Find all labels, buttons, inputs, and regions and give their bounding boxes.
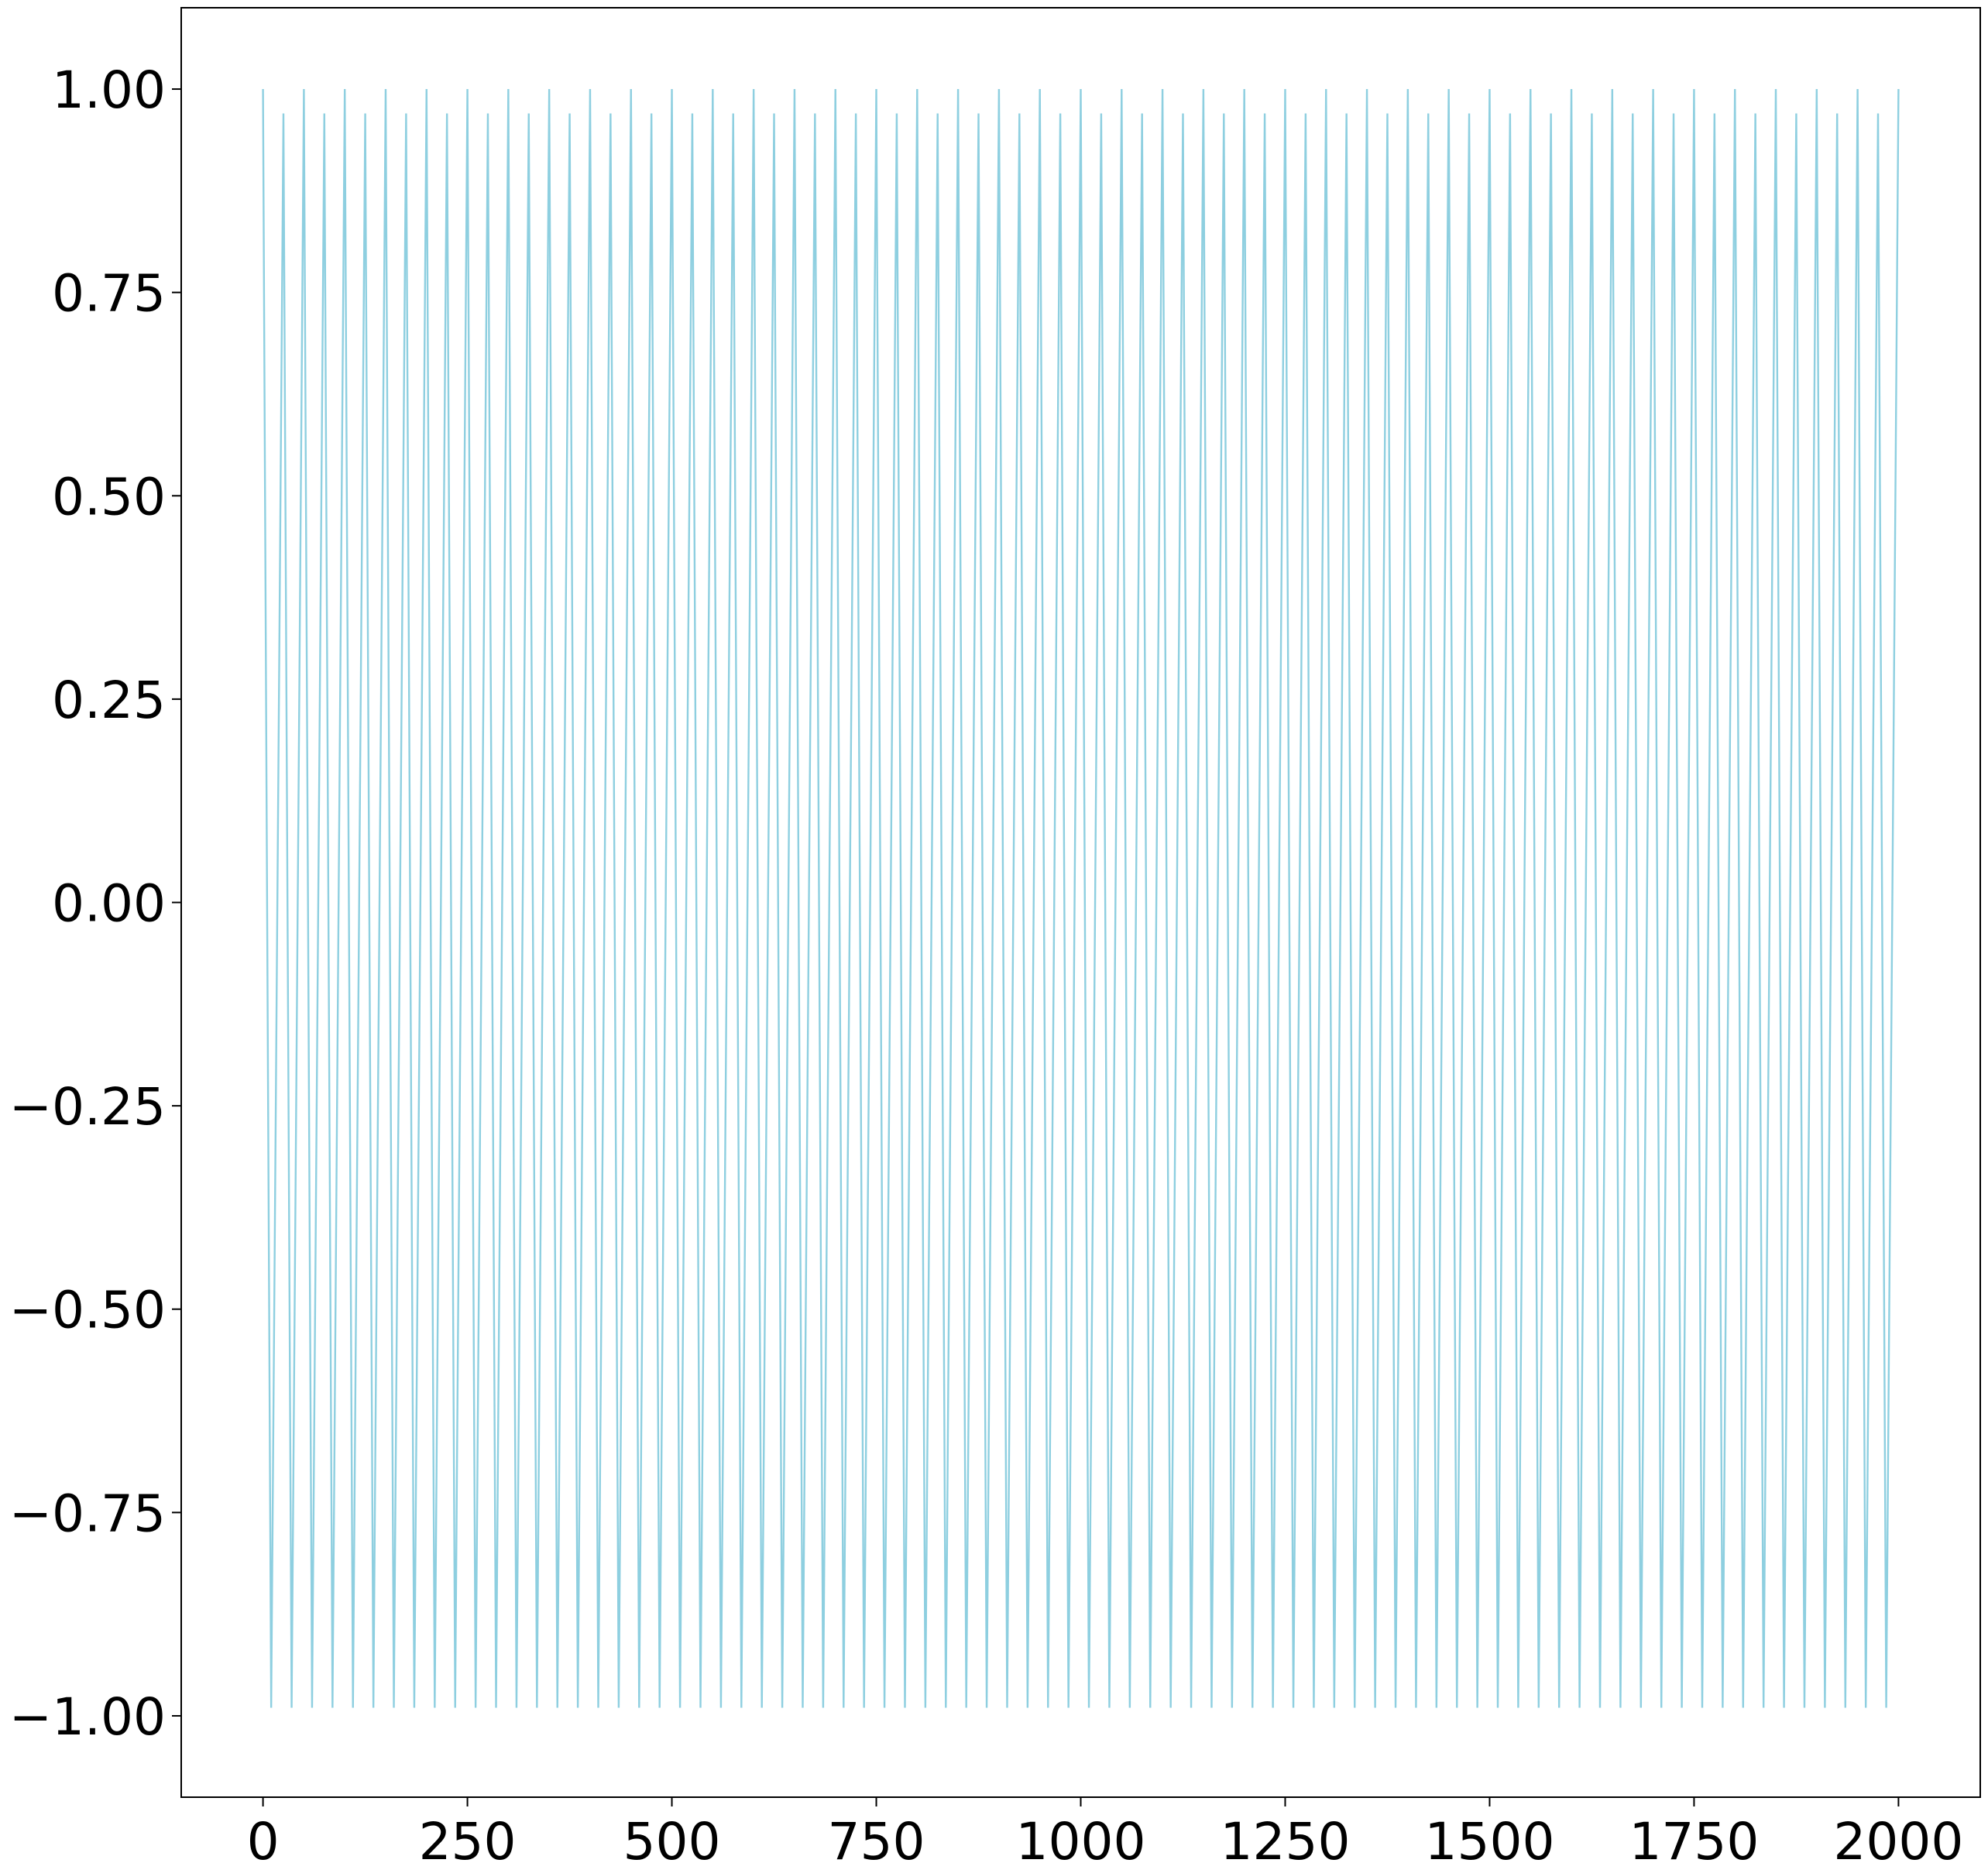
- y-tick-label: −1.00: [9, 1687, 166, 1747]
- x-tick-label: 250: [419, 1812, 517, 1863]
- y-tick-label: −0.25: [9, 1077, 166, 1137]
- x-axis-ticks: 0 250 500 750 1000 1250 1500 1750 2000: [247, 1797, 1963, 1863]
- x-tick-label: 2000: [1833, 1812, 1963, 1863]
- x-tick-label: 500: [623, 1812, 721, 1863]
- x-tick-label: 0: [247, 1812, 280, 1863]
- y-tick-label: 0.25: [52, 671, 166, 730]
- y-tick-label: 0.50: [52, 467, 166, 527]
- y-tick-label: −0.75: [9, 1484, 166, 1543]
- series-layer: [262, 89, 1900, 1708]
- x-tick-label: 1750: [1629, 1812, 1759, 1863]
- y-axis-ticks: 1.00 0.75 0.50 0.25 0.00 −0.25 −0.50 −0.75 −1.00: [9, 60, 181, 1747]
- y-tick-label: 0.00: [52, 874, 166, 934]
- x-tick-label: 1500: [1424, 1812, 1554, 1863]
- x-tick-label: 1250: [1220, 1812, 1350, 1863]
- y-tick-label: 1.00: [52, 60, 166, 120]
- x-tick-label: 750: [828, 1812, 925, 1863]
- x-tick-label: 1000: [1016, 1812, 1146, 1863]
- series-line: [262, 89, 1900, 1708]
- y-tick-label: 0.75: [52, 264, 166, 324]
- y-tick-label: −0.50: [9, 1281, 166, 1340]
